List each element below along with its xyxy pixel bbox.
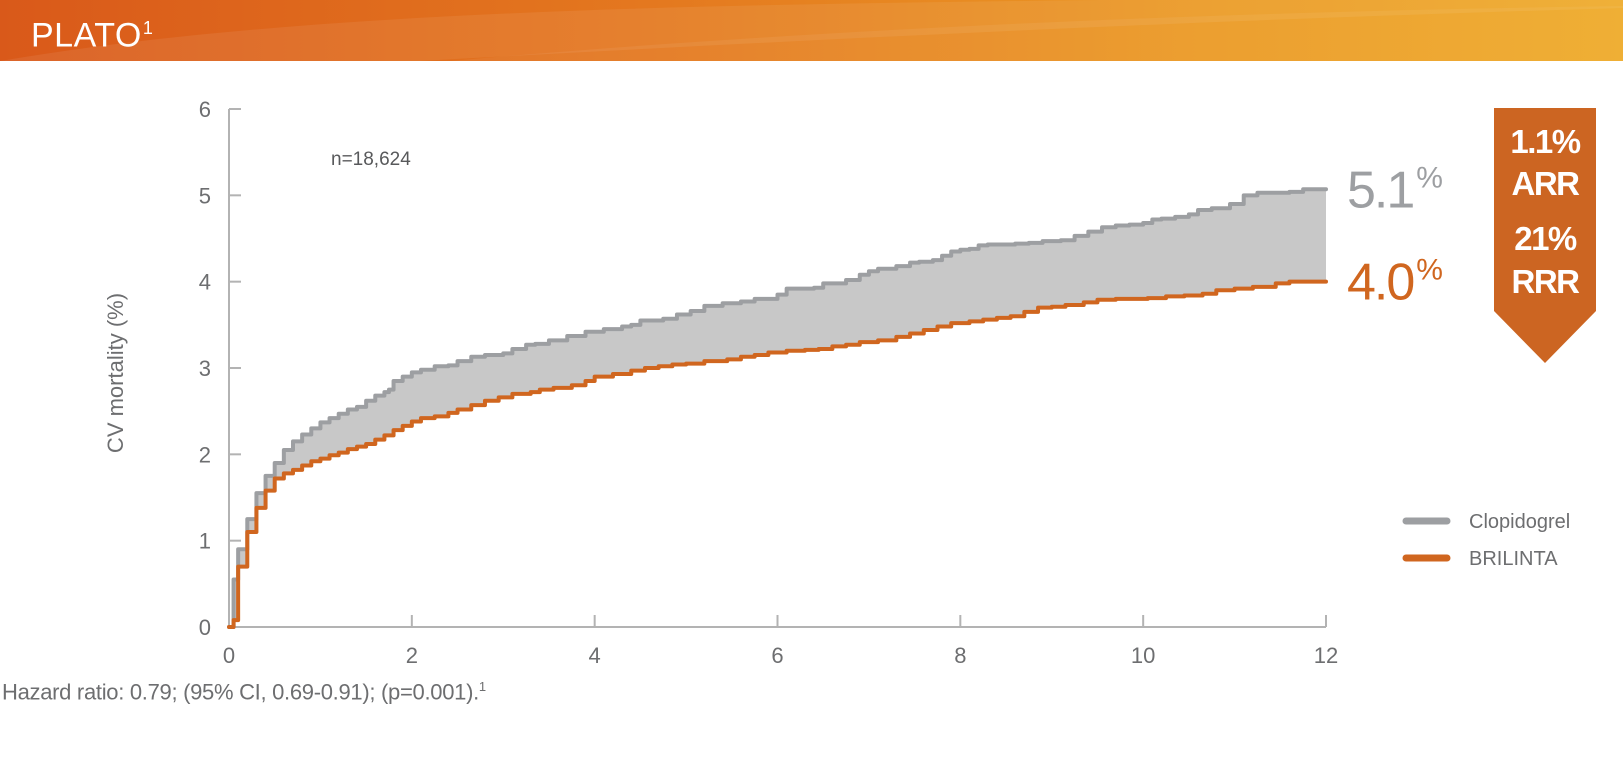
banner-title-superscript: 1 — [142, 18, 154, 38]
stat-arr-label: ARR — [1512, 165, 1581, 202]
banner-title-text: PLATO — [31, 16, 142, 55]
hazard-ratio-footnote: Hazard ratio: 0.79; (95% CI, 0.69-0.91);… — [2, 679, 486, 705]
x-tick-label: 6 — [771, 643, 783, 668]
y-tick-label: 3 — [199, 356, 211, 381]
stat-callout-arrow-shape — [1494, 108, 1596, 363]
stat-arr-value: 1.1% — [1510, 123, 1580, 160]
y-tick-label: 6 — [199, 97, 211, 122]
stat-rrr-value: 21% — [1514, 220, 1577, 257]
y-tick-label: 5 — [199, 183, 211, 208]
clopidogrel-end-label-value: 5.1 — [1347, 161, 1413, 219]
footnote-superscript: 1 — [478, 679, 486, 694]
banner-sheen-decoration — [0, 0, 1623, 61]
brilinta-end-label-unit: % — [1416, 254, 1442, 287]
x-tick-label: 10 — [1131, 643, 1155, 668]
difference-band — [229, 189, 1326, 628]
legend-label: Clopidogrel — [1469, 511, 1570, 533]
clopidogrel-end-label: 5.1% — [1347, 161, 1442, 219]
legend-label: BRILINTA — [1469, 548, 1558, 570]
clopidogrel-end-label-unit: % — [1416, 161, 1442, 194]
y-axis-title: CV mortality (%) — [103, 293, 128, 453]
stat-rrr-label: RRR — [1512, 263, 1581, 300]
x-tick-label: 4 — [589, 643, 601, 668]
brilinta-line — [227, 279, 1328, 629]
difference-band-group — [229, 189, 1326, 628]
footnote-text: Hazard ratio: 0.79; (95% CI, 0.69-0.91);… — [2, 679, 479, 705]
y-tick-label: 0 — [199, 615, 211, 640]
x-tick-label: 2 — [406, 643, 418, 668]
legend: Clopidogrel BRILINTA — [1402, 511, 1570, 570]
brilinta-end-label: 4.0% — [1347, 254, 1442, 312]
y-tick-label: 1 — [199, 529, 211, 554]
series-lines-group — [227, 187, 1328, 629]
x-tick-label: 12 — [1314, 643, 1338, 668]
y-tick-label: 2 — [199, 442, 211, 467]
banner-title: PLATO1 — [31, 8, 153, 55]
y-tick-label: 4 — [199, 270, 211, 295]
stat-callout: 1.1% ARR 21% RRR — [1494, 108, 1596, 363]
x-tick-label: 8 — [954, 643, 966, 668]
title-banner: PLATO1 — [0, 0, 1623, 61]
clopidogrel-line — [227, 187, 1328, 629]
x-tick-label: 0 — [223, 643, 235, 668]
sample-size-annotation: n=18,624 — [331, 149, 411, 170]
brilinta-end-label-value: 4.0 — [1347, 254, 1413, 312]
end-labels-group: 5.1 %4.0% — [1347, 161, 1444, 312]
